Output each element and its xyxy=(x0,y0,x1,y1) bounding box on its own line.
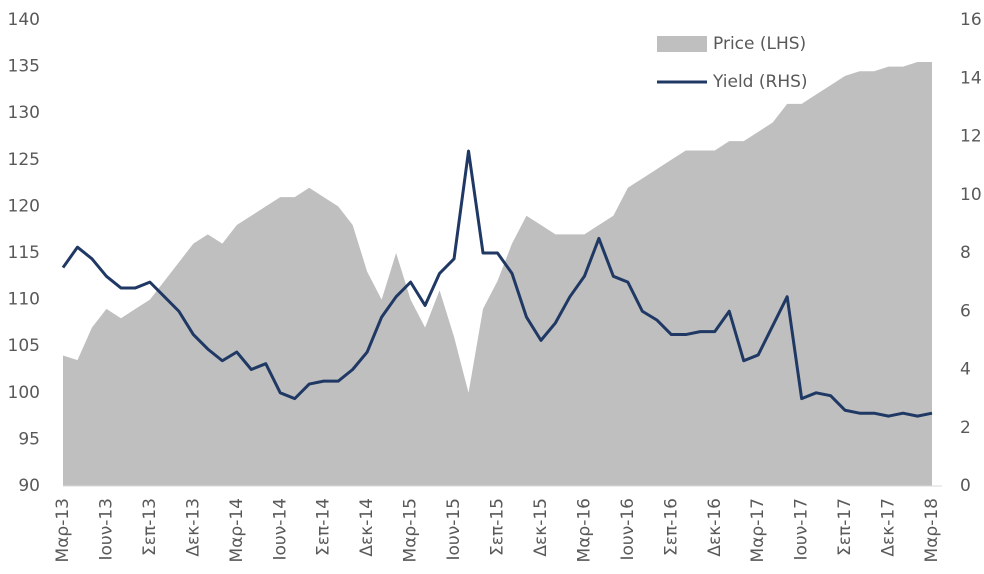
x-tick-label: Δεκ-17 xyxy=(879,498,899,557)
y2-tick-label: 6 xyxy=(960,301,971,321)
y-tick-label: 115 xyxy=(8,243,40,263)
y-tick-label: 95 xyxy=(18,429,40,449)
x-tick-label: Σεπ-17 xyxy=(835,498,855,556)
x-tick-label: Δεκ-14 xyxy=(357,498,377,557)
x-tick-label: Ιουν-17 xyxy=(792,498,812,561)
legend-label: Price (LHS) xyxy=(713,34,806,54)
y2-tick-label: 0 xyxy=(960,476,971,496)
x-tick-label: Σεπ-14 xyxy=(314,498,334,556)
y2-tick-label: 2 xyxy=(960,418,971,438)
x-tick-label: Σεπ-15 xyxy=(488,498,508,556)
legend-label: Yield (RHS) xyxy=(712,72,808,92)
y-tick-label: 110 xyxy=(8,290,40,310)
y-tick-label: 105 xyxy=(8,336,40,356)
yield-line xyxy=(61,149,933,418)
x-tick-label: Μαρ-16 xyxy=(574,498,594,562)
y2-tick-label: 10 xyxy=(960,185,982,205)
y-tick-label: 100 xyxy=(8,383,40,403)
x-tick-label: Ιουν-14 xyxy=(270,498,290,561)
x-tick-label: Μαρ-15 xyxy=(401,498,421,562)
x-tick-label: Ιουν-13 xyxy=(96,498,116,561)
x-tick-label: Σεπ-16 xyxy=(661,498,681,556)
x-tick-label: Δεκ-15 xyxy=(531,498,551,557)
y-tick-label: 130 xyxy=(8,103,40,123)
y2-tick-label: 8 xyxy=(960,243,971,263)
x-tick-label: Μαρ-17 xyxy=(748,498,768,562)
price-area xyxy=(63,61,932,486)
y-tick-label: 90 xyxy=(18,476,40,496)
x-tick-label: Ιουν-16 xyxy=(618,498,638,561)
x-tick-label: Μαρ-14 xyxy=(227,498,247,562)
x-tick-label: Σεπ-13 xyxy=(140,498,160,556)
y2-tick-label: 16 xyxy=(960,10,982,30)
y-tick-label: 125 xyxy=(8,150,40,170)
x-tick-label: Δεκ-16 xyxy=(705,498,725,557)
x-tick-label: Μαρ-18 xyxy=(922,498,942,562)
y2-tick-label: 14 xyxy=(960,68,982,88)
y-tick-label: 120 xyxy=(8,196,40,216)
legend-swatch xyxy=(657,36,707,52)
x-tick-label: Ιουν-15 xyxy=(444,498,464,561)
y2-tick-label: 12 xyxy=(960,127,982,147)
x-tick-label: Δεκ-13 xyxy=(183,498,203,557)
y-tick-label: 140 xyxy=(8,10,40,30)
x-tick-label: Μαρ-13 xyxy=(53,498,73,562)
y-tick-label: 135 xyxy=(8,57,40,77)
y2-tick-label: 4 xyxy=(960,360,971,380)
